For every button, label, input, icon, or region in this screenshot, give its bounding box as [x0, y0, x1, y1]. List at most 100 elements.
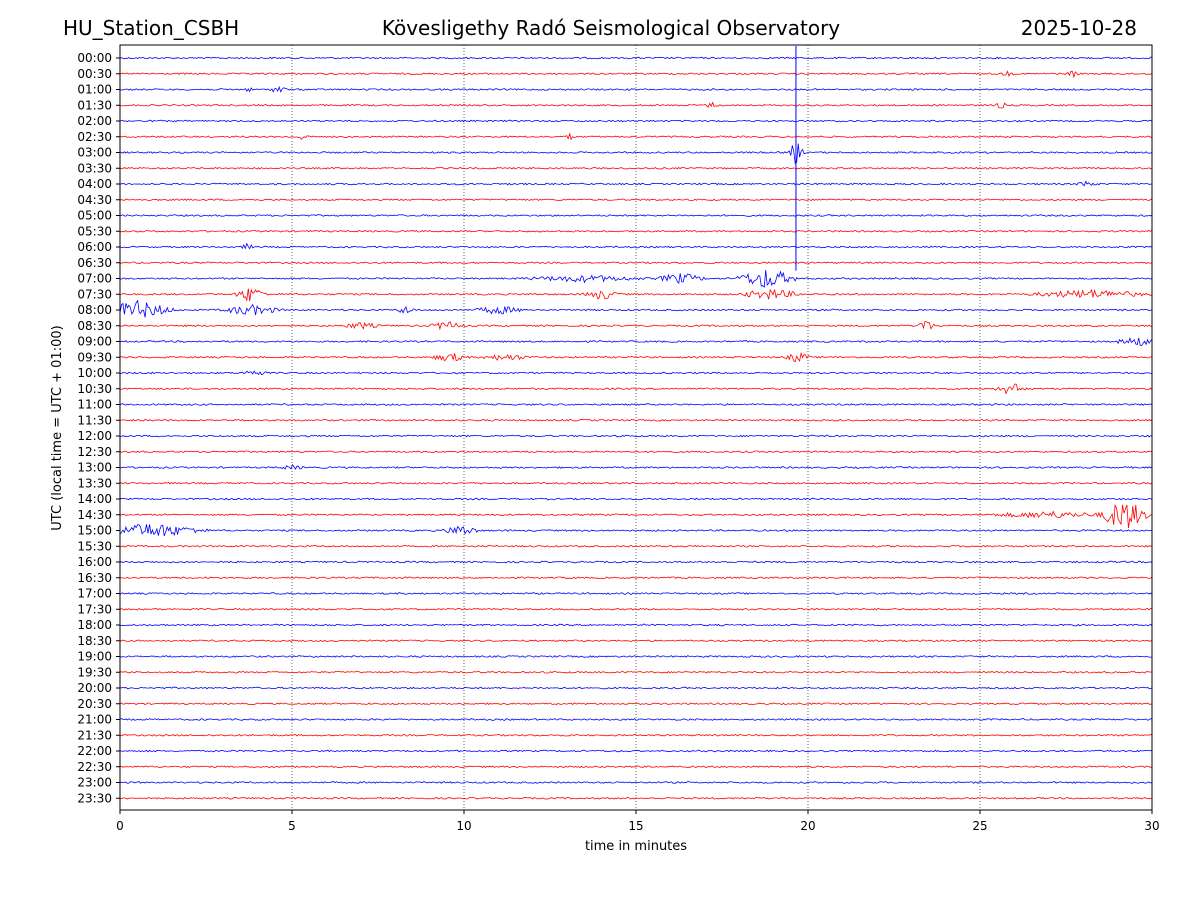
y-tick-label: 13:30 [77, 476, 112, 490]
y-tick-label: 07:30 [77, 287, 112, 301]
trace-line [120, 383, 1153, 395]
trace-line [119, 101, 1152, 109]
trace-line [119, 166, 1152, 170]
x-axis-label: time in minutes [585, 839, 687, 854]
trace-line [119, 576, 1153, 580]
y-tick-label: 05:30 [77, 224, 112, 238]
trace-line [119, 655, 1152, 658]
x-tick-label: 15 [628, 819, 643, 833]
trace-line [119, 321, 1153, 331]
y-tick-label: 08:30 [77, 319, 112, 333]
trace-line [119, 242, 1153, 250]
y-tick-label: 10:30 [77, 382, 112, 396]
trace-line [119, 796, 1153, 800]
y-tick-label: 22:00 [77, 744, 112, 758]
trace-line [119, 351, 1153, 363]
y-tick-label: 09:00 [77, 335, 112, 349]
y-tick-label: 23:00 [77, 776, 112, 790]
y-tick-label: 22:30 [77, 760, 112, 774]
trace-line [119, 261, 1153, 265]
y-tick-label: 05:00 [77, 209, 112, 223]
y-tick-label: 12:30 [77, 445, 112, 459]
y-tick-label: 20:00 [77, 681, 112, 695]
y-tick-label: 04:00 [77, 177, 112, 191]
trace-line [119, 119, 1153, 123]
x-tick-label: 30 [1144, 819, 1159, 833]
x-axis-ticks: 0 5 10 15 20 25 30 [116, 810, 1160, 833]
trace-line [119, 524, 1153, 537]
trace-line [119, 229, 1153, 233]
trace-line [119, 503, 1153, 529]
y-tick-label: 23:30 [77, 791, 112, 805]
y-tick-label: 19:00 [77, 650, 112, 664]
trace-line [120, 781, 1153, 784]
trace-line [120, 434, 1153, 438]
trace-line [119, 85, 1153, 93]
trace-line [119, 765, 1153, 769]
y-tick-label: 08:00 [77, 303, 112, 317]
trace-line [119, 497, 1153, 501]
y-tick-label: 15:00 [77, 524, 112, 538]
y-tick-label: 11:00 [77, 398, 112, 412]
y-tick-label: 03:00 [77, 146, 112, 160]
y-tick-label: 13:00 [77, 461, 112, 475]
y-tick-label: 02:00 [77, 114, 112, 128]
trace-line [119, 132, 1153, 141]
trace-line [119, 702, 1153, 706]
y-tick-label: 10:00 [77, 366, 112, 380]
trace-line [119, 299, 1153, 318]
trace-line [119, 639, 1153, 643]
y-tick-label: 06:30 [77, 256, 112, 270]
y-tick-label: 18:00 [77, 618, 112, 632]
y-tick-label: 15:30 [77, 539, 112, 553]
trace-line [119, 418, 1153, 422]
y-tick-label: 20:30 [77, 697, 112, 711]
trace-line [119, 560, 1153, 564]
trace-line [119, 463, 1153, 470]
trace-line [119, 481, 1153, 485]
y-tick-label: 00:30 [77, 67, 112, 81]
trace-line [119, 180, 1153, 187]
x-tick-label: 10 [456, 819, 471, 833]
plot-frame [119, 44, 1153, 811]
trace-line [119, 56, 1152, 60]
y-tick-label: 01:30 [77, 98, 112, 112]
x-tick-label: 20 [800, 819, 815, 833]
trace-line [119, 686, 1153, 690]
y-tick-label: 07:00 [77, 272, 112, 286]
y-tick-label: 09:30 [77, 350, 112, 364]
y-tick-label: 00:00 [77, 51, 112, 65]
y-tick-label: 12:00 [77, 429, 112, 443]
y-tick-label: 06:00 [77, 240, 112, 254]
trace-line [119, 733, 1153, 737]
y-tick-label: 14:30 [77, 508, 112, 522]
chart-title: Kövesligethy Radó Seismological Observat… [382, 16, 840, 40]
x-tick-label: 5 [288, 819, 296, 833]
trace-line [119, 544, 1153, 548]
y-tick-label: 16:30 [77, 571, 112, 585]
trace-line [119, 403, 1153, 406]
trace-line [119, 749, 1153, 753]
y-tick-label: 16:00 [77, 555, 112, 569]
y-tick-label: 21:00 [77, 713, 112, 727]
x-tick-label: 0 [116, 819, 124, 833]
seismic-traces [119, 46, 1153, 800]
y-tick-label: 04:30 [77, 193, 112, 207]
trace-line [119, 623, 1153, 627]
station-name: HU_Station_CSBH [63, 16, 239, 40]
trace-line [119, 450, 1153, 454]
y-tick-label: 14:00 [77, 492, 112, 506]
trace-line [120, 288, 1152, 302]
grid-lines [291, 45, 981, 810]
y-tick-label: 03:30 [77, 161, 112, 175]
trace-line [119, 718, 1152, 721]
trace-line [119, 143, 1153, 165]
y-tick-label: 02:30 [77, 130, 112, 144]
trace-line [119, 607, 1152, 611]
trace-line [119, 337, 1153, 346]
y-tick-label: 17:00 [77, 587, 112, 601]
y-tick-label: 17:30 [77, 602, 112, 616]
y-tick-label: 18:30 [77, 634, 112, 648]
y-tick-label: 21:30 [77, 728, 112, 742]
